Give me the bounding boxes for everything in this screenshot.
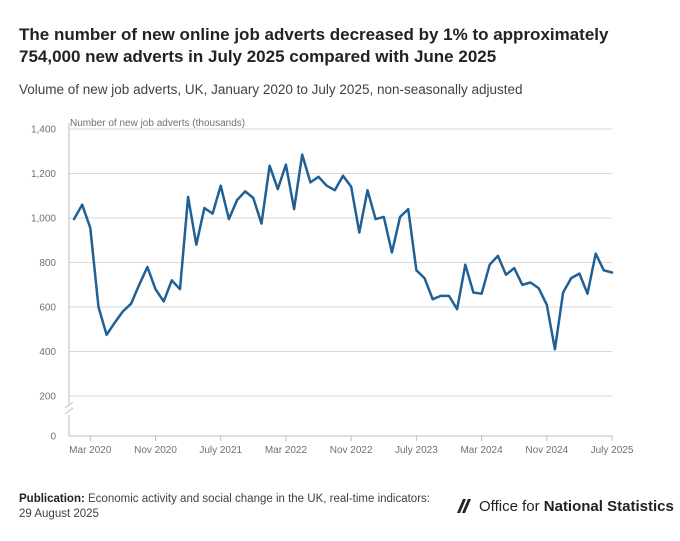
data-series [72, 153, 614, 351]
axes [64, 123, 612, 437]
y-tick-label: 1,400 [31, 125, 56, 136]
y-tick-label: 0 [50, 432, 56, 443]
x-tick-label: Mar 2024 [460, 445, 503, 456]
x-tick-label: July 2025 [591, 445, 634, 456]
chart-title: The number of new online job adverts dec… [19, 25, 609, 66]
publication-text: Economic activity and social change in t… [88, 493, 430, 505]
axis-break-mark [64, 407, 74, 415]
y-tick-label: 200 [39, 392, 56, 403]
publication-footer: Publication: Economic activity and socia… [19, 492, 439, 522]
x-tick-label: July 2021 [199, 445, 242, 456]
x-tick-label: July 2023 [395, 445, 438, 456]
publication-date: 29 August 2025 [19, 508, 99, 520]
series-line [72, 153, 614, 351]
y-tick-label: 1,200 [31, 169, 56, 180]
publication-label: Publication: [19, 493, 85, 505]
axis-break-mark [64, 401, 74, 409]
line-chart: 0 200 400 600 800 1,000 1,200 1,400 Number of n… [31, 118, 634, 456]
x-axis-ticks: Mar 2020 Nov 2020 July 2021 Mar 2022 Nov 202… [69, 436, 634, 456]
x-tick-label: Mar 2020 [69, 445, 112, 456]
logo-text-bold: National Statistics [543, 497, 674, 515]
y-tick-label: 1,000 [31, 214, 56, 225]
ons-logo-icon [457, 499, 471, 513]
ons-logo[interactable]: Office for National Statistics [455, 496, 674, 516]
x-tick-label: Nov 2022 [330, 445, 373, 456]
gridlines [69, 128, 612, 397]
y-axis-label: Number of new job adverts (thousands) [70, 118, 245, 129]
logo-text-light: Office for [479, 497, 540, 515]
x-tick-label: Nov 2024 [525, 445, 568, 456]
y-tick-label: 800 [39, 258, 56, 269]
y-tick-label: 400 [39, 347, 56, 358]
y-tick-label: 600 [39, 303, 56, 314]
x-tick-label: Mar 2022 [265, 445, 308, 456]
x-tick-label: Nov 2020 [134, 445, 177, 456]
chart-subtitle: Volume of new job adverts, UK, January 2… [19, 82, 523, 97]
y-axis-ticks: 0 200 400 600 800 1,000 1,200 1,400 [31, 125, 56, 443]
